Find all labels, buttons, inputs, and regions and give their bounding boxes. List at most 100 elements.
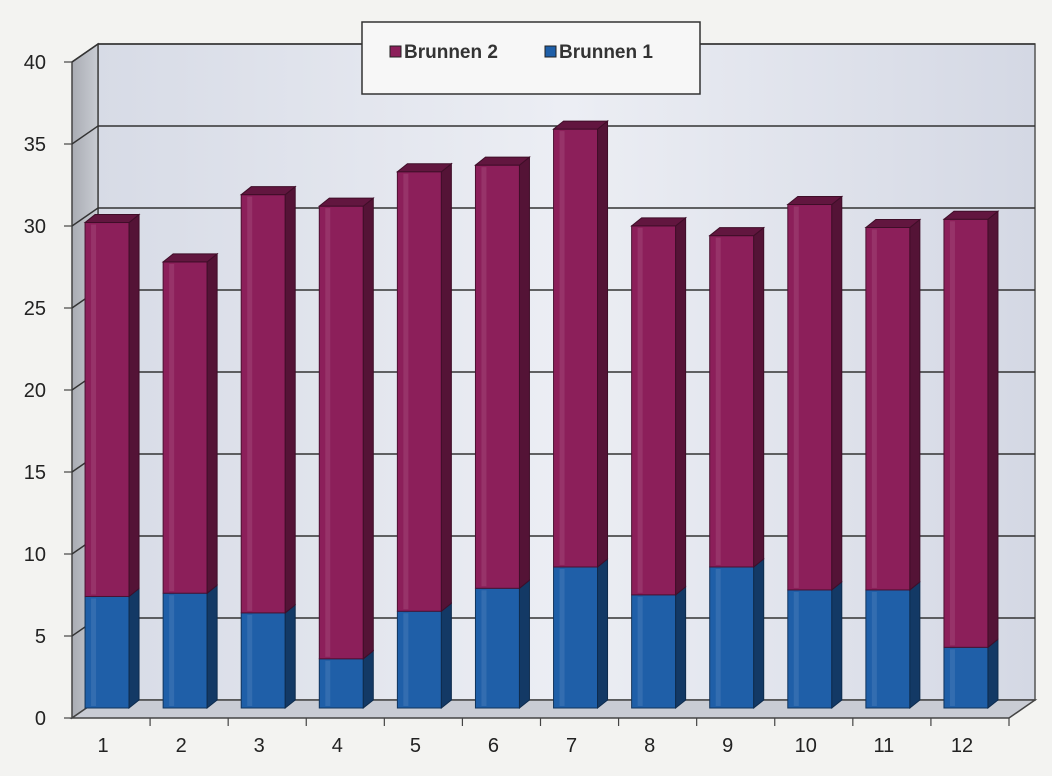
bar-side bbox=[207, 585, 217, 708]
bar-brunnen-1-2 bbox=[163, 585, 217, 708]
bar-highlight bbox=[638, 597, 643, 706]
bar-highlight bbox=[481, 167, 486, 586]
bar-brunnen-2-11 bbox=[866, 219, 920, 589]
bar-highlight bbox=[169, 264, 174, 591]
bar-side bbox=[129, 215, 139, 597]
bar-brunnen-2-9 bbox=[710, 228, 764, 567]
bar-highlight bbox=[872, 592, 877, 706]
bar-side bbox=[519, 580, 529, 708]
bar-brunnen-1-5 bbox=[397, 603, 451, 708]
bar-brunnen-1-12 bbox=[944, 639, 998, 708]
x-tick-label: 12 bbox=[951, 735, 973, 757]
legend-entry-brunnen-1: Brunnen 1 bbox=[545, 42, 653, 63]
bar-brunnen-2-12 bbox=[944, 211, 998, 647]
bar-top bbox=[397, 164, 451, 172]
bar-highlight bbox=[560, 569, 565, 706]
bar-brunnen-1-4 bbox=[319, 651, 373, 708]
legend-swatch bbox=[390, 46, 401, 57]
bar-brunnen-1-9 bbox=[710, 559, 764, 708]
y-tick-label: 10 bbox=[24, 544, 46, 566]
bar-highlight bbox=[560, 131, 565, 565]
bar-top bbox=[85, 215, 139, 223]
bar-brunnen-2-2 bbox=[163, 254, 217, 593]
bar-brunnen-1-3 bbox=[241, 605, 295, 708]
x-tick-label: 1 bbox=[97, 735, 108, 757]
bar-brunnen-2-1 bbox=[85, 215, 139, 597]
legend: Brunnen 2 Brunnen 1 bbox=[362, 22, 700, 94]
bar-highlight bbox=[169, 595, 174, 706]
bar-side bbox=[363, 198, 373, 659]
bar-highlight bbox=[91, 225, 96, 595]
bar-side bbox=[207, 254, 217, 593]
bar-side bbox=[285, 187, 295, 613]
bar-side bbox=[129, 588, 139, 708]
y-tick-label: 20 bbox=[24, 380, 46, 402]
y-tick-label: 25 bbox=[24, 298, 46, 320]
bar-side bbox=[832, 197, 842, 590]
bar-top bbox=[475, 157, 529, 165]
bar-brunnen-1-1 bbox=[85, 588, 139, 708]
y-tick-label: 40 bbox=[24, 52, 46, 74]
bar-brunnen-2-8 bbox=[632, 218, 686, 595]
x-tick-label: 4 bbox=[332, 735, 343, 757]
bar-side bbox=[285, 605, 295, 708]
x-tick-label: 3 bbox=[254, 735, 265, 757]
y-tick-label: 0 bbox=[35, 708, 46, 730]
bar-highlight bbox=[403, 613, 408, 706]
bar-top bbox=[241, 187, 295, 195]
legend-label: Brunnen 2 bbox=[404, 42, 498, 63]
bar-brunnen-1-7 bbox=[554, 559, 608, 708]
bar-side bbox=[441, 603, 451, 708]
bar-highlight bbox=[481, 590, 486, 706]
x-tick-label: 6 bbox=[488, 735, 499, 757]
bar-side bbox=[598, 559, 608, 708]
bar-highlight bbox=[716, 569, 721, 706]
bar-highlight bbox=[794, 592, 799, 706]
bar-highlight bbox=[716, 238, 721, 565]
bar-brunnen-1-11 bbox=[866, 582, 920, 708]
bar-top bbox=[554, 121, 608, 129]
bar-side bbox=[519, 157, 529, 588]
bar-brunnen-2-5 bbox=[397, 164, 451, 612]
bar-highlight bbox=[950, 221, 955, 645]
bar-highlight bbox=[325, 661, 330, 706]
bar-highlight bbox=[794, 207, 799, 588]
bar-highlight bbox=[403, 174, 408, 610]
bar-side bbox=[441, 164, 451, 612]
x-tick-label: 10 bbox=[795, 735, 817, 757]
bar-brunnen-2-3 bbox=[241, 187, 295, 613]
bar-brunnen-2-4 bbox=[319, 198, 373, 659]
y-tick-label: 15 bbox=[24, 462, 46, 484]
legend-entry-brunnen-2: Brunnen 2 bbox=[390, 42, 498, 63]
bar-side bbox=[988, 211, 998, 647]
bar-side bbox=[676, 218, 686, 595]
x-tick-label: 11 bbox=[873, 735, 894, 757]
y-tick-label: 35 bbox=[24, 134, 46, 156]
bar-side bbox=[910, 219, 920, 589]
bar-side bbox=[363, 651, 373, 708]
bar-highlight bbox=[325, 208, 330, 657]
bar-highlight bbox=[638, 228, 643, 593]
bar-top bbox=[319, 198, 373, 206]
bar-side bbox=[832, 582, 842, 708]
legend-swatch bbox=[545, 46, 556, 57]
x-tick-label: 9 bbox=[722, 735, 733, 757]
bar-side bbox=[910, 582, 920, 708]
bar-top bbox=[632, 218, 686, 226]
bar-side bbox=[676, 587, 686, 708]
x-tick-label: 7 bbox=[566, 735, 577, 757]
bar-brunnen-2-6 bbox=[475, 157, 529, 588]
bar-brunnen-2-7 bbox=[554, 121, 608, 567]
bar-side bbox=[754, 228, 764, 567]
y-tick-label: 5 bbox=[35, 626, 46, 648]
bar-brunnen-1-6 bbox=[475, 580, 529, 708]
bar-highlight bbox=[872, 229, 877, 587]
bar-top bbox=[944, 211, 998, 219]
x-tick-label: 8 bbox=[644, 735, 655, 757]
bar-top bbox=[788, 197, 842, 205]
x-tick-label: 2 bbox=[176, 735, 187, 757]
bar-brunnen-1-10 bbox=[788, 582, 842, 708]
bar-highlight bbox=[950, 649, 955, 706]
